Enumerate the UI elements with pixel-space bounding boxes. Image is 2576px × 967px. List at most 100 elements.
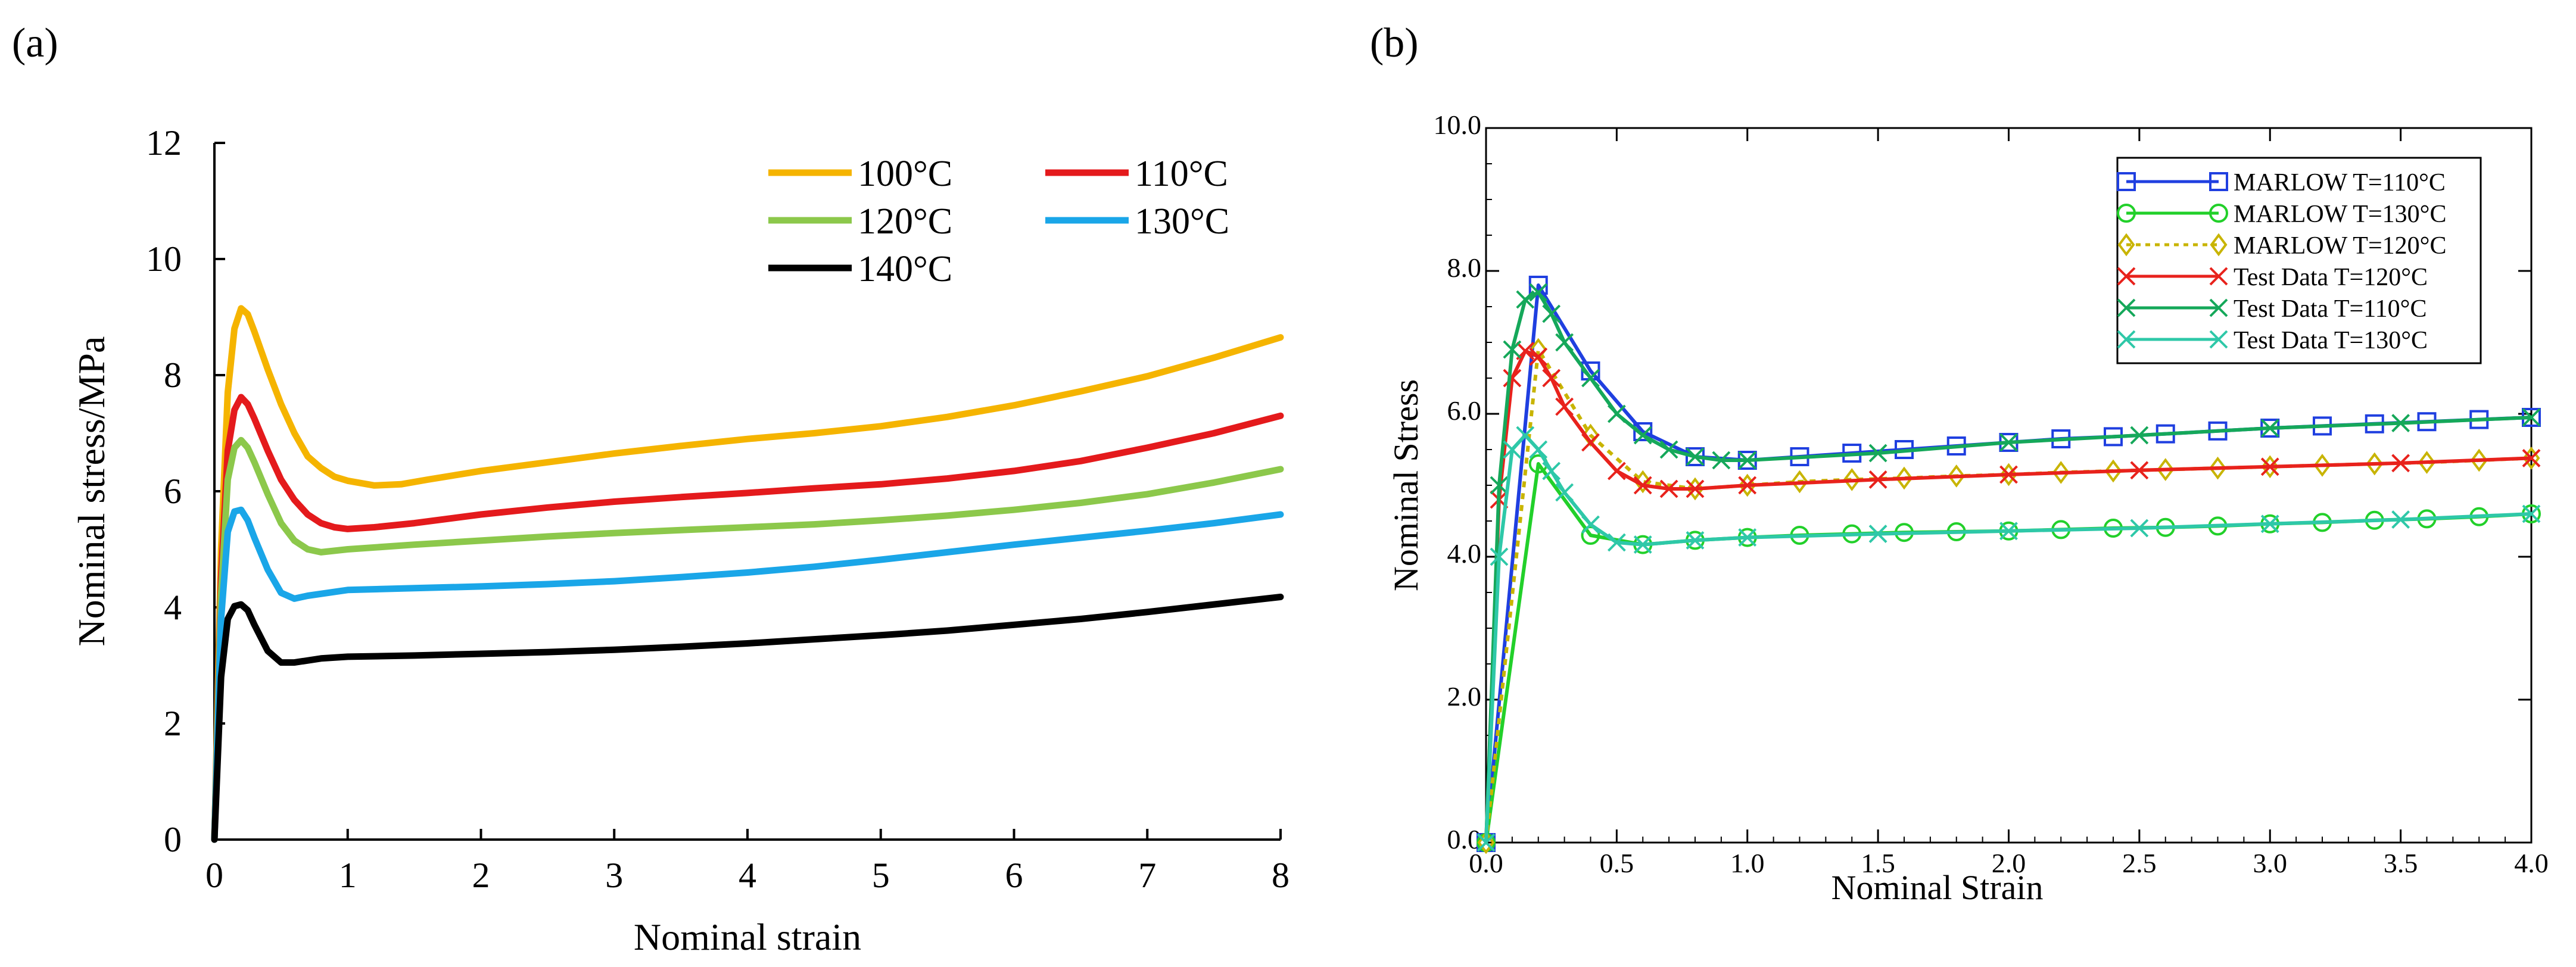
series-marker-4 <box>1607 404 1626 423</box>
legend-label: 110°C <box>1135 154 1228 194</box>
series-marker-5 <box>1477 833 1496 852</box>
series-marker-5 <box>2260 514 2279 534</box>
chart-b: 0.0 0.5 1.0 1.5 2.0 2.5 3.0 3.5 4.00.02.04.06.08… <box>1387 110 2549 907</box>
series-marker-4 <box>1516 290 1535 309</box>
y-tick-label: 10 <box>146 239 182 279</box>
x-tick-label: 2 <box>472 856 490 895</box>
legend-label: 100°C <box>858 154 952 194</box>
legend-label: 140°C <box>858 249 952 289</box>
series-marker-4 <box>1712 451 1731 470</box>
x-tick-label: 2.5 <box>2122 848 2157 878</box>
series-marker-2 <box>2104 459 2122 483</box>
series-line-130c <box>211 506 1284 843</box>
series-marker-3 <box>2130 461 2149 480</box>
series-marker-3 <box>1555 397 1574 416</box>
legend-marker <box>2117 267 2136 286</box>
series-marker-5 <box>2130 519 2149 538</box>
series-marker-3 <box>1738 476 1757 495</box>
y-tick-label: 10.0 <box>1434 110 1482 140</box>
series-line-140c <box>211 594 1284 843</box>
series-marker-4 <box>1659 440 1678 459</box>
y-tick-label: 0.0 <box>1447 824 1482 854</box>
series-marker-3 <box>1529 347 1548 366</box>
x-axis-title: Nominal strain <box>634 916 861 958</box>
series-marker-2 <box>1948 464 1966 488</box>
series-marker-5 <box>1686 531 1705 550</box>
y-tick-label: 2 <box>164 704 182 743</box>
legend-label: Test Data T=130°C <box>2234 327 2428 354</box>
series-marker-2 <box>2052 461 2070 484</box>
x-tick-label: 4 <box>739 856 756 895</box>
series-marker-4 <box>1738 451 1757 470</box>
legend-label: MARLOW T=110°C <box>2234 169 2446 196</box>
legend-box <box>2116 157 2482 364</box>
series-line-5 <box>1484 433 2532 843</box>
series-marker-4 <box>1581 369 1600 388</box>
series-line-110c <box>211 394 1284 843</box>
series-marker-3 <box>1633 476 1652 495</box>
series-marker-3 <box>1999 465 2018 484</box>
legend-label: 130°C <box>1135 201 1229 242</box>
y-tick-label: 6 <box>164 472 182 511</box>
series-line-2 <box>1484 348 2532 843</box>
legend-marker <box>2209 172 2228 191</box>
legend-marker <box>2209 298 2228 317</box>
y-axis-title: Nominal Stress <box>1387 379 1425 591</box>
series-marker-1 <box>1581 526 1600 545</box>
legend-label: Test Data T=110°C <box>2234 295 2427 323</box>
series-line-120c <box>211 436 1284 843</box>
series-marker-4 <box>2260 419 2279 438</box>
series-marker-3 <box>1659 479 1678 498</box>
legend-label: Test Data T=120°C <box>2234 264 2428 291</box>
series-marker-3 <box>1542 369 1561 388</box>
series-marker-4 <box>2522 408 2541 427</box>
y-tick-label: 4.0 <box>1447 538 1482 569</box>
series-marker-2 <box>2470 448 2488 472</box>
series-line-0 <box>1484 283 2532 843</box>
series-marker-2 <box>2366 452 2384 476</box>
series-marker-3 <box>2260 457 2279 476</box>
series-marker-5 <box>1542 461 1561 481</box>
x-tick-label: 3.5 <box>2384 848 2418 878</box>
series-marker-5 <box>2391 510 2410 529</box>
legend-label: MARLOW T=120°C <box>2234 232 2446 260</box>
series-marker-4 <box>2130 426 2149 445</box>
series-marker-3 <box>2522 448 2541 467</box>
y-tick-label: 12 <box>146 123 182 163</box>
x-tick-label: 3.0 <box>2253 848 2288 878</box>
series-marker-3 <box>2391 454 2410 473</box>
series-line-100c <box>211 305 1284 843</box>
legend-marker <box>2117 204 2136 223</box>
legend-marker <box>2209 330 2228 349</box>
series-marker-2 <box>1791 470 1808 494</box>
x-tick-label: 3 <box>605 856 623 895</box>
series-line-4 <box>1484 291 2532 843</box>
x-tick-label: 1.5 <box>1861 848 1895 878</box>
series-marker-2 <box>1895 466 1913 490</box>
legend-marker <box>2117 172 2136 191</box>
y-tick-label: 6.0 <box>1447 395 1482 426</box>
legend-label: 120°C <box>858 201 952 242</box>
series-marker-5 <box>1490 547 1509 566</box>
series-marker-5 <box>1555 483 1574 502</box>
x-tick-label: 2.0 <box>1992 848 2026 878</box>
series-marker-5 <box>1581 515 1600 534</box>
x-tick-label: 8 <box>1272 856 1289 895</box>
y-tick-label: 8.0 <box>1447 252 1482 283</box>
legend-marker <box>2209 204 2228 223</box>
series-marker-3 <box>1503 369 1522 388</box>
legend-marker <box>2117 298 2136 317</box>
x-tick-label: 1 <box>339 856 357 895</box>
series-marker-5 <box>1738 528 1757 547</box>
series-marker-2 <box>1843 468 1861 491</box>
series-marker-4 <box>1633 426 1652 445</box>
y-tick-label: 2.0 <box>1447 681 1482 712</box>
legend-marker <box>2210 233 2228 257</box>
series-marker-4 <box>1555 333 1574 352</box>
series-marker-4 <box>1868 444 1887 463</box>
series-marker-4 <box>1542 304 1561 323</box>
y-tick-label: 0 <box>164 820 182 859</box>
series-marker-0 <box>1633 422 1653 441</box>
series-marker-4 <box>1490 476 1509 495</box>
